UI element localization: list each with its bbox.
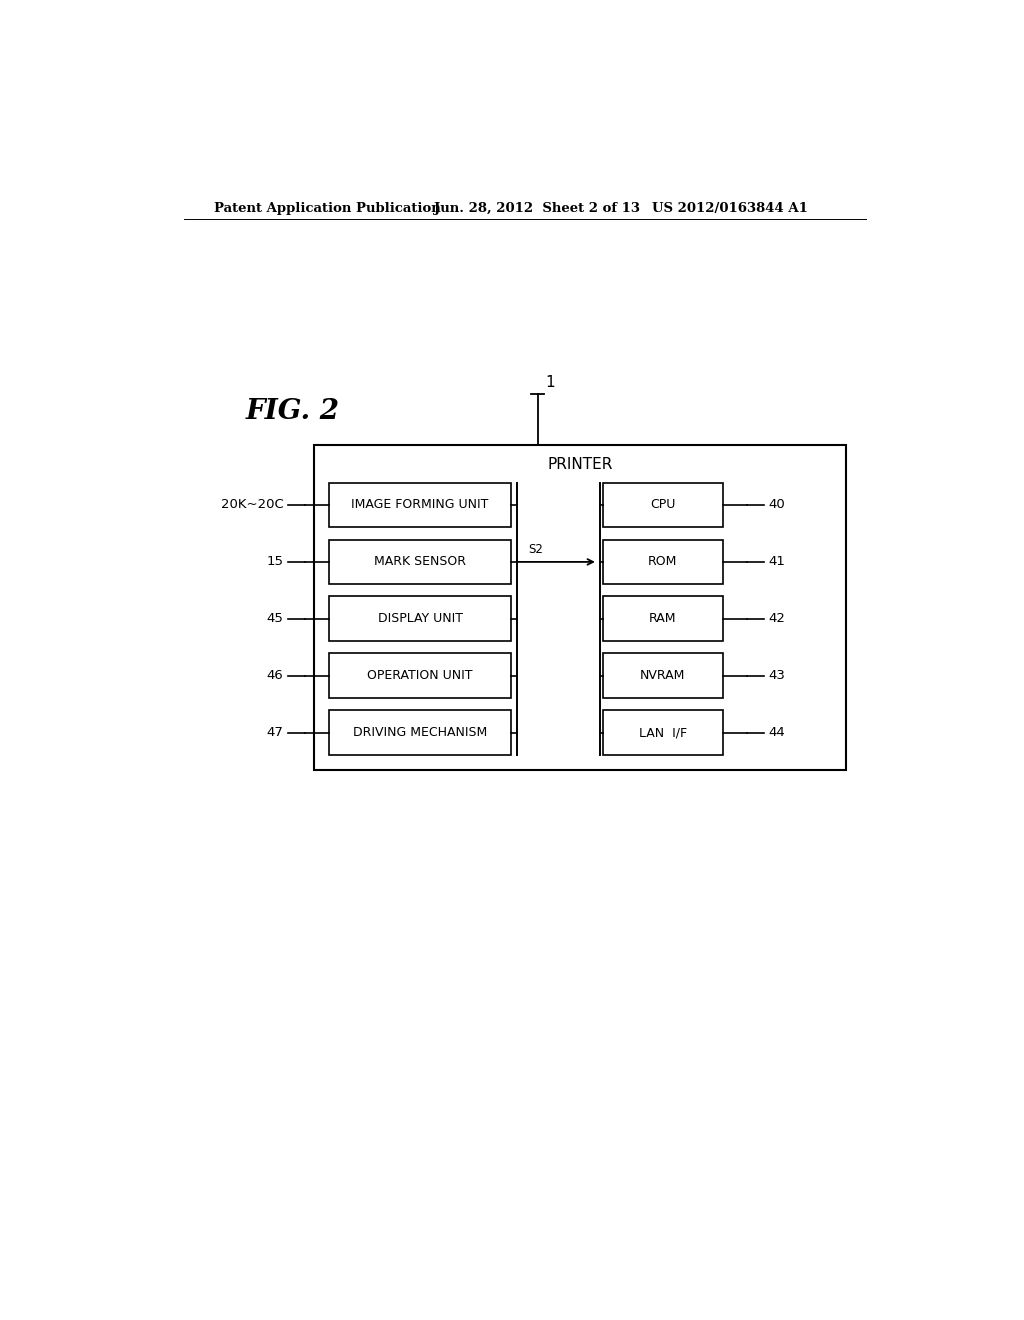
Text: 15: 15 xyxy=(266,556,284,569)
Text: Jun. 28, 2012  Sheet 2 of 13: Jun. 28, 2012 Sheet 2 of 13 xyxy=(433,202,640,215)
Bar xyxy=(602,540,723,585)
Text: 45: 45 xyxy=(266,612,284,626)
Bar xyxy=(314,445,846,771)
Bar xyxy=(329,597,511,642)
Text: NVRAM: NVRAM xyxy=(640,669,686,682)
Text: DRIVING MECHANISM: DRIVING MECHANISM xyxy=(353,726,487,739)
Bar xyxy=(329,653,511,698)
Text: LAN  I/F: LAN I/F xyxy=(639,726,687,739)
Text: 20K~20C: 20K~20C xyxy=(221,499,284,511)
Text: 1: 1 xyxy=(546,375,555,391)
Text: S2: S2 xyxy=(528,543,543,556)
Bar xyxy=(329,483,511,528)
Text: OPERATION UNIT: OPERATION UNIT xyxy=(368,669,473,682)
Bar xyxy=(329,710,511,755)
Text: ROM: ROM xyxy=(648,556,678,569)
Text: 40: 40 xyxy=(768,499,785,511)
Text: 43: 43 xyxy=(768,669,785,682)
Text: CPU: CPU xyxy=(650,499,676,511)
Bar xyxy=(602,710,723,755)
Text: IMAGE FORMING UNIT: IMAGE FORMING UNIT xyxy=(351,499,488,511)
Text: 41: 41 xyxy=(768,556,785,569)
Text: MARK SENSOR: MARK SENSOR xyxy=(374,556,466,569)
Bar xyxy=(602,483,723,528)
Text: DISPLAY UNIT: DISPLAY UNIT xyxy=(378,612,463,626)
Text: Patent Application Publication: Patent Application Publication xyxy=(214,202,440,215)
Text: US 2012/0163844 A1: US 2012/0163844 A1 xyxy=(652,202,808,215)
Text: 44: 44 xyxy=(768,726,785,739)
Bar xyxy=(329,540,511,585)
Text: FIG. 2: FIG. 2 xyxy=(246,397,339,425)
Text: 42: 42 xyxy=(768,612,785,626)
Text: 47: 47 xyxy=(266,726,284,739)
Text: RAM: RAM xyxy=(649,612,677,626)
Text: 46: 46 xyxy=(267,669,284,682)
Bar xyxy=(602,597,723,642)
Text: PRINTER: PRINTER xyxy=(548,457,613,473)
Bar xyxy=(602,653,723,698)
